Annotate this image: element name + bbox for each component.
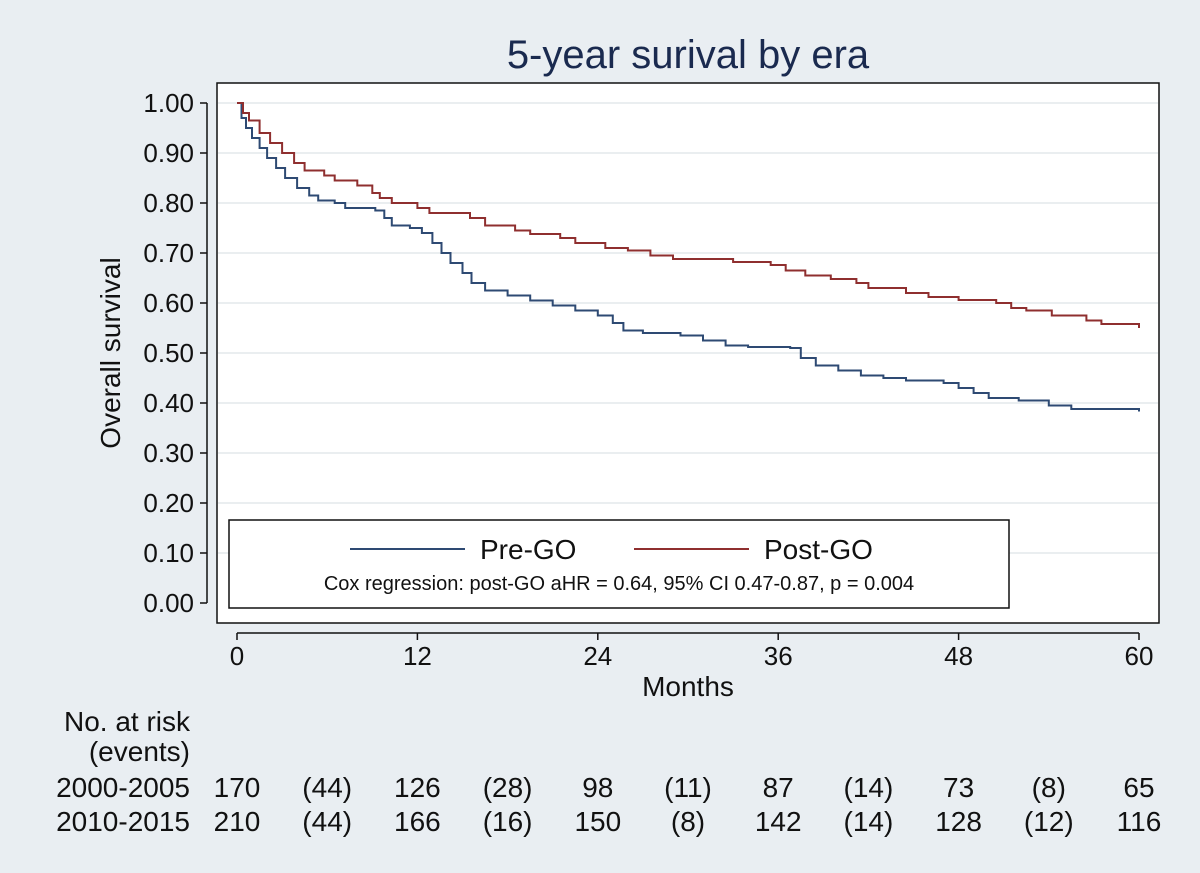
legend-cox-note: Cox regression: post-GO aHR = 0.64, 95% … (324, 573, 914, 595)
series-lines (237, 102, 1140, 412)
x-axis-title: Months (642, 671, 734, 702)
risk-cell: (28) (483, 772, 533, 803)
x-tick-label: 24 (583, 641, 612, 671)
y-tick-label: 1.00 (143, 88, 194, 118)
legend-label-pre-go: Pre-GO (480, 534, 576, 565)
risk-cell: (14) (844, 806, 894, 837)
y-tick-label: 0.00 (143, 588, 194, 618)
risk-cell: (14) (844, 772, 894, 803)
series-line-post-go (237, 102, 1140, 328)
y-tick-label: 0.10 (143, 538, 194, 568)
risk-cell: 210 (214, 806, 261, 837)
risk-cell: 98 (582, 772, 613, 803)
x-tick-label: 36 (764, 641, 793, 671)
y-tick-label: 0.60 (143, 288, 194, 318)
risk-cell: 166 (394, 806, 441, 837)
y-tick-label: 0.80 (143, 188, 194, 218)
risk-cell: (8) (671, 806, 705, 837)
risk-cell: 128 (935, 806, 982, 837)
risk-cell: 87 (763, 772, 794, 803)
y-axis-title: Overall survival (95, 257, 126, 448)
risk-cell: 142 (755, 806, 802, 837)
risk-cell: 126 (394, 772, 441, 803)
risk-rows: 2000-2005 170 (44) 126 (28) 98 (11) 87 (14) 73 (8)… (56, 772, 1161, 837)
risk-cell: 116 (1117, 806, 1162, 837)
risk-cell: 170 (214, 772, 261, 803)
x-axis: 0 12 24 36 48 60 (230, 632, 1154, 671)
risk-header-line1: No. at risk (64, 706, 191, 737)
y-tick-label: 0.20 (143, 488, 194, 518)
risk-cell: (8) (1032, 772, 1066, 803)
x-tick-label: 60 (1125, 641, 1154, 671)
risk-cell: (44) (302, 772, 352, 803)
risk-cell: 73 (943, 772, 974, 803)
legend: Pre-GO Post-GO Cox regression: post-GO a… (228, 519, 1010, 609)
y-tick-label: 0.70 (143, 238, 194, 268)
risk-cell: (11) (664, 772, 712, 803)
risk-cell: (12) (1024, 806, 1074, 837)
x-tick-label: 48 (944, 641, 973, 671)
chart-title: 5-year surival by era (507, 33, 870, 77)
risk-cell: 150 (574, 806, 621, 837)
legend-label-post-go: Post-GO (764, 534, 873, 565)
risk-cell: 65 (1123, 772, 1154, 803)
y-tick-label: 0.90 (143, 138, 194, 168)
y-tick-label: 0.30 (143, 438, 194, 468)
risk-row-label: 2000-2005 (56, 772, 190, 803)
series-line-pre-go (237, 102, 1140, 412)
x-tick-label: 12 (403, 641, 432, 671)
y-axis: 0.00 0.10 0.20 0.30 0.40 0.50 0.60 0.70 0.80 0.90… (143, 88, 208, 618)
risk-cell: (44) (302, 806, 352, 837)
legend-box (228, 519, 1010, 609)
risk-header-line2: (events) (89, 736, 190, 767)
risk-table: No. at risk (events) 2000-2005 170 (44) 126… (56, 706, 1161, 837)
risk-row-label: 2010-2015 (56, 806, 190, 837)
y-tick-label: 0.50 (143, 338, 194, 368)
risk-cell: (16) (483, 806, 533, 837)
x-tick-label: 0 (230, 641, 244, 671)
y-tick-label: 0.40 (143, 388, 194, 418)
